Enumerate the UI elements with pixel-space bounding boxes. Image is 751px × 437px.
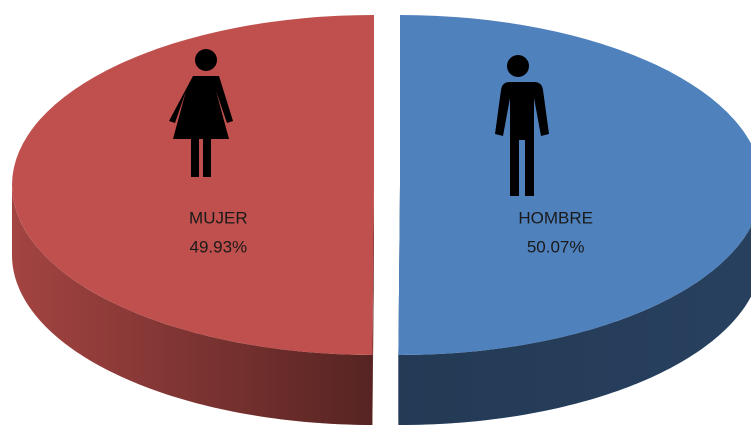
pie-slice <box>12 14 375 355</box>
slice-cut-shade <box>372 184 375 425</box>
slice-value-label: 50.07% <box>527 237 585 256</box>
slice-wall-shade <box>398 226 751 426</box>
male-icon <box>495 55 549 196</box>
pie-tops <box>12 14 751 356</box>
pie-slice <box>398 15 751 356</box>
female-icon <box>169 49 233 177</box>
slice-label: MUJER <box>189 208 248 227</box>
slice-label: HOMBRE <box>518 208 593 227</box>
slice-wall-shade <box>12 184 373 425</box>
slice-value-label: 49.93% <box>190 237 248 256</box>
